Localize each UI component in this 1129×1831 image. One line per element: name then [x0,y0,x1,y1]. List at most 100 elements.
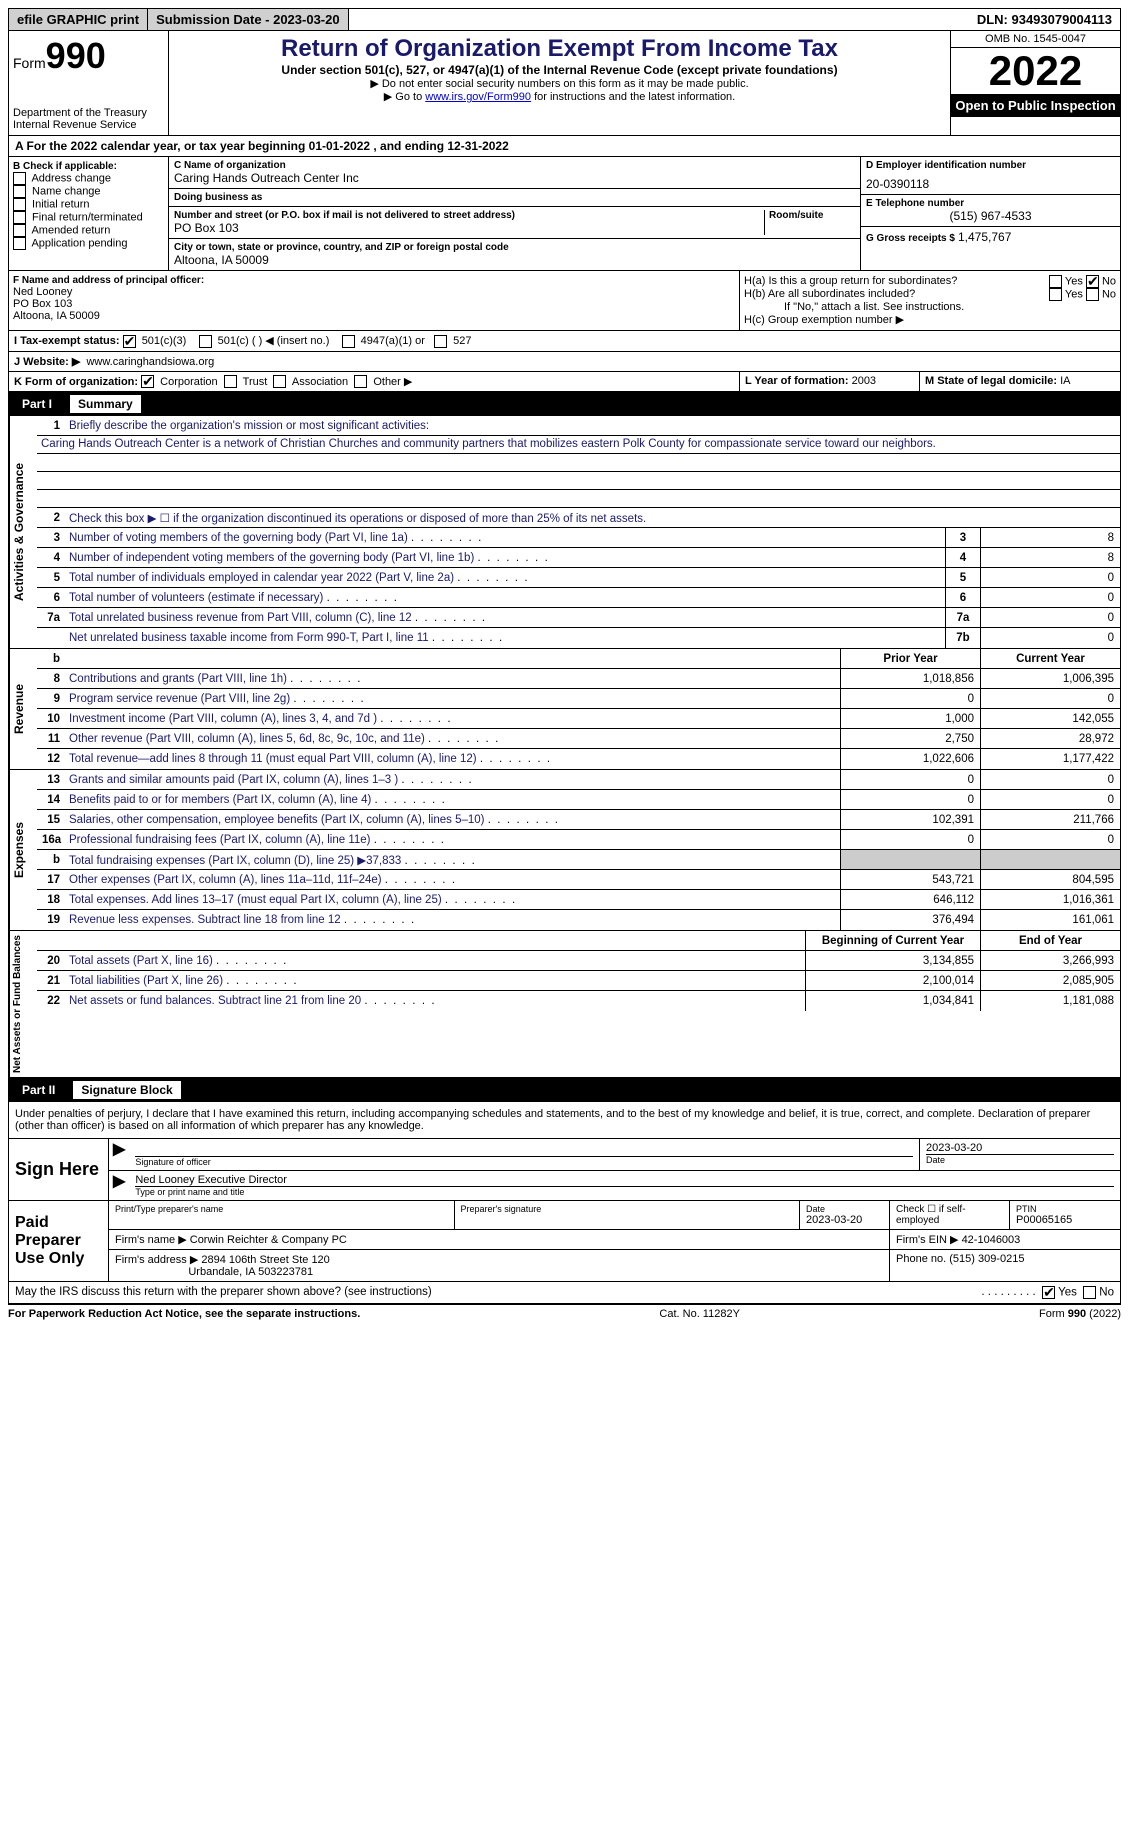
ha-label: H(a) Is this a group return for subordin… [744,275,957,288]
table-row: Net unrelated business taxable income fr… [37,628,1120,648]
501c-checkbox[interactable] [199,335,212,348]
gross-label: G Gross receipts $ [866,233,955,244]
q1: Briefly describe the organization's miss… [65,418,1120,434]
b-label: b [37,651,65,667]
boxb-checkbox[interactable] [13,185,26,198]
corp-checkbox[interactable] [141,375,154,388]
boxb-checkbox[interactable] [13,172,26,185]
domicile: IA [1060,375,1070,387]
summary-netassets: Net Assets or Fund Balances Beginning of… [8,931,1121,1078]
other-checkbox[interactable] [354,375,367,388]
sig-officer-label: Signature of officer [135,1156,913,1167]
boxb-option: Amended return [13,224,164,237]
may-discuss: May the IRS discuss this return with the… [8,1282,1121,1304]
omb-number: OMB No. 1545-0047 [951,31,1120,48]
irs-link[interactable]: www.irs.gov/Form990 [425,91,531,103]
sig-declaration: Under penalties of perjury, I declare th… [8,1102,1121,1139]
boxb-option: Initial return [13,198,164,211]
other-label: Other ▶ [373,376,412,388]
firm-addr2: Urbandale, IA 503223781 [188,1266,313,1278]
boxb-checkbox[interactable] [13,198,26,211]
part1-header: Part I Summary [8,392,1121,416]
line-a: A For the 2022 calendar year, or tax yea… [8,136,1121,157]
trust-checkbox[interactable] [224,375,237,388]
527-checkbox[interactable] [434,335,447,348]
ha-no-checkbox[interactable] [1086,275,1099,288]
side-governance: Activities & Governance [9,416,37,648]
boxb-option: Address change [13,172,164,185]
self-emp: Check ☐ if self-employed [890,1201,1010,1229]
city-label: City or town, state or province, country… [174,242,855,253]
table-row: 8Contributions and grants (Part VIII, li… [37,669,1120,689]
paid-preparer-block: Paid Preparer Use Only Print/Type prepar… [8,1201,1121,1282]
firm-phone: (515) 309-0215 [949,1253,1024,1265]
table-row: 19Revenue less expenses. Subtract line 1… [37,910,1120,930]
prep-date-label: Date [806,1204,825,1214]
501c3-checkbox[interactable] [123,335,136,348]
officer-addr2: Altoona, IA 50009 [13,310,735,322]
footer-mid: Cat. No. 11282Y [659,1308,740,1320]
form-org-label: K Form of organization: [14,376,138,388]
table-row: 13Grants and similar amounts paid (Part … [37,770,1120,790]
part1-num: Part I [14,397,60,411]
gross-value: 1,475,767 [958,230,1011,244]
hb-yes-checkbox[interactable] [1049,288,1062,301]
prep-date: 2023-03-20 [806,1214,883,1226]
tax-year: 2022 [951,48,1120,94]
box-f: F Name and address of principal officer:… [9,271,740,330]
no-label: No [1099,1287,1114,1299]
row-k-l-m: K Form of organization: Corporation Trus… [8,372,1121,393]
summary-expenses: Expenses 13Grants and similar amounts pa… [8,770,1121,931]
boxb-checkbox[interactable] [13,237,26,250]
part2-title: Signature Block [73,1081,180,1099]
addr-value: PO Box 103 [174,221,760,235]
section-f-h: F Name and address of principal officer:… [8,271,1121,331]
firm-addr1: 2894 106th Street Ste 120 [201,1254,329,1266]
ein-value: 20-0390118 [866,177,1115,191]
arrow-icon: ▶ [109,1139,129,1170]
boxb-checkbox[interactable] [13,211,26,224]
officer-addr1: PO Box 103 [13,298,735,310]
table-row: 21Total liabilities (Part X, line 26) . … [37,971,1120,991]
firm-addr-label: Firm's address ▶ [115,1254,198,1266]
4947-checkbox[interactable] [342,335,355,348]
side-expenses: Expenses [9,770,37,930]
phone-label: E Telephone number [866,198,1115,209]
table-row: 12Total revenue—add lines 8 through 11 (… [37,749,1120,769]
form-note2: ▶ Go to www.irs.gov/Form990 for instruct… [173,90,946,103]
hb-no-checkbox[interactable] [1086,288,1099,301]
table-row: 6Total number of volunteers (estimate if… [37,588,1120,608]
sign-here-label: Sign Here [9,1139,109,1200]
table-row: 16aProfessional fundraising fees (Part I… [37,830,1120,850]
firm-ein: 42-1046003 [962,1234,1021,1246]
may-yes-checkbox[interactable] [1042,1286,1055,1299]
website-label: J Website: ▶ [14,356,80,368]
firm-name-label: Firm's name ▶ [115,1234,187,1246]
hc-label: H(c) Group exemption number ▶ [744,313,1116,326]
firm-ein-label: Firm's EIN ▶ [896,1234,959,1246]
table-row: 7aTotal unrelated business revenue from … [37,608,1120,628]
ha-yes-checkbox[interactable] [1049,275,1062,288]
501c3-label: 501(c)(3) [142,335,187,347]
firm-name: Corwin Reichter & Company PC [190,1234,347,1246]
boxb-option: Application pending [13,237,164,250]
side-revenue: Revenue [9,649,37,769]
form-note1: ▶ Do not enter social security numbers o… [173,77,946,90]
dept-label: Department of the Treasury Internal Reve… [13,107,164,131]
efile-print-button[interactable]: efile GRAPHIC print [9,9,148,30]
footer-right: Form 990 (2022) [1039,1308,1121,1320]
sign-here-block: Sign Here ▶ Signature of officer 2023-03… [8,1139,1121,1201]
boxb-checkbox[interactable] [13,224,26,237]
tax-status-label: I Tax-exempt status: [14,335,120,347]
submission-date-button[interactable]: Submission Date - 2023-03-20 [148,9,349,30]
form-title: Return of Organization Exempt From Incom… [173,35,946,63]
ptin: P00065165 [1016,1214,1114,1226]
assoc-checkbox[interactable] [273,375,286,388]
table-row: 9Program service revenue (Part VIII, lin… [37,689,1120,709]
4947-label: 4947(a)(1) or [361,335,425,347]
paid-preparer-label: Paid Preparer Use Only [9,1201,109,1281]
may-no-checkbox[interactable] [1083,1286,1096,1299]
row-i: I Tax-exempt status: 501(c)(3) 501(c) ( … [8,331,1121,352]
prep-sig-label: Preparer's signature [461,1204,794,1214]
table-row: 15Salaries, other compensation, employee… [37,810,1120,830]
